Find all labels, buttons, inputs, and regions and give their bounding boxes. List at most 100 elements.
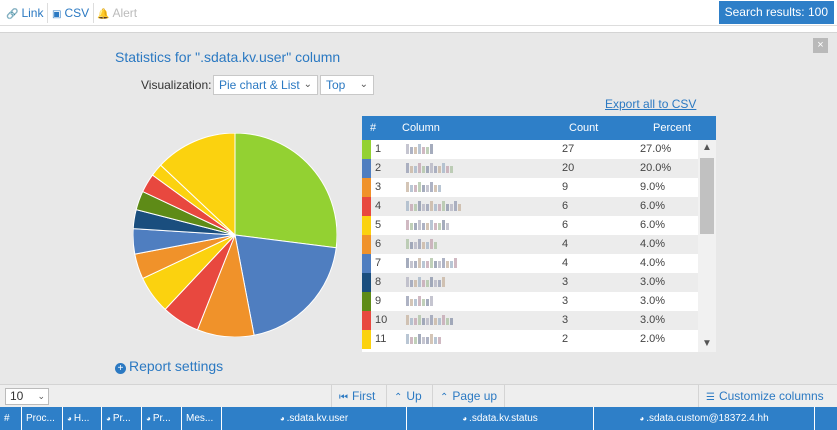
row-percent: 2.0% <box>640 333 666 345</box>
col-sdata-custom[interactable]: ◕ .sdata.custom@18372.4.hh <box>594 407 815 430</box>
row-index: 2 <box>375 162 382 174</box>
table-row[interactable]: 4 6 6.0% <box>362 197 698 216</box>
redacted-value <box>406 239 438 249</box>
table-row[interactable]: 10 3 3.0% <box>362 311 698 330</box>
header-count: Count <box>569 122 599 134</box>
header-column: Column <box>402 122 440 134</box>
pie-icon: ◕ <box>639 414 645 423</box>
pie-slice[interactable] <box>234 133 337 249</box>
row-index: 10 <box>375 314 388 326</box>
page-size-select[interactable]: 10 ⌄ <box>5 388 49 405</box>
report-settings-label: Report settings <box>129 358 224 374</box>
row-count: 27 <box>562 143 575 155</box>
scroll-thumb[interactable] <box>700 158 714 234</box>
legend-swatch <box>362 140 371 159</box>
pie-icon: ◕ <box>279 414 285 423</box>
header-index: # <box>370 122 377 134</box>
chevron-down-icon: ⌄ <box>37 391 45 401</box>
customize-columns-button[interactable]: ☰ Customize columns <box>698 385 831 408</box>
results-column-header: # Proc... ◕ H... ◕ Pr... ◕ Pr... Mes... ◕ .s… <box>0 407 837 430</box>
table-row[interactable]: 11 2 2.0% <box>362 330 698 349</box>
redacted-value <box>406 315 454 325</box>
row-index: 3 <box>375 181 382 193</box>
csv-button[interactable]: ▣ CSV <box>48 3 95 23</box>
report-settings-link[interactable]: + Report settings <box>115 358 223 374</box>
col-index[interactable]: # <box>0 407 22 430</box>
row-count: 3 <box>562 295 569 307</box>
legend-swatch <box>362 330 371 349</box>
legend-swatch <box>362 254 371 273</box>
table-scrollbar[interactable]: ▲ ▼ <box>698 140 716 352</box>
top-toolbar: 🔗 Link ▣ CSV 🔔 Alert Search results: 100 <box>0 0 837 26</box>
table-row[interactable]: 3 9 9.0% <box>362 178 698 197</box>
table-row[interactable]: 5 6 6.0% <box>362 216 698 235</box>
scroll-down-icon[interactable]: ▼ <box>702 338 712 349</box>
row-index: 8 <box>375 276 382 288</box>
row-index: 6 <box>375 238 382 250</box>
col-label: .sdata.kv.user <box>286 413 349 424</box>
pie-slice[interactable] <box>234 234 337 336</box>
col-sdata-kv-user[interactable]: ◕ .sdata.kv.user <box>222 407 407 430</box>
row-percent: 3.0% <box>640 314 666 326</box>
visualization-select[interactable]: Pie chart & List ⌄ <box>213 75 318 95</box>
header-percent: Percent <box>653 122 691 134</box>
col-label: H... <box>73 413 90 424</box>
col-label: .sdata.kv.status <box>469 413 538 424</box>
row-index: 1 <box>375 143 382 155</box>
row-count: 6 <box>562 219 569 231</box>
double-chevron-up-icon: ⌃ <box>440 392 449 403</box>
redacted-value <box>406 144 434 154</box>
table-row[interactable]: 2 20 20.0% <box>362 159 698 178</box>
page-up-button[interactable]: ⌃ Page up <box>432 385 506 408</box>
row-count: 20 <box>562 162 575 174</box>
close-icon[interactable]: × <box>813 38 828 53</box>
table-row[interactable]: 8 3 3.0% <box>362 273 698 292</box>
row-percent: 3.0% <box>640 276 666 288</box>
table-row[interactable]: 9 3 3.0% <box>362 292 698 311</box>
row-count: 3 <box>562 314 569 326</box>
row-percent: 6.0% <box>640 219 666 231</box>
row-count: 9 <box>562 181 569 193</box>
col-pr1[interactable]: ◕ Pr... <box>102 407 142 430</box>
col-mes[interactable]: Mes... <box>182 407 222 430</box>
customize-label: Customize columns <box>718 389 824 403</box>
row-percent: 27.0% <box>640 143 672 155</box>
up-label: Up <box>406 389 422 403</box>
row-index: 5 <box>375 219 382 231</box>
scroll-up-icon[interactable]: ▲ <box>702 142 712 153</box>
alert-button[interactable]: 🔔 Alert <box>93 3 141 23</box>
col-proc[interactable]: Proc... <box>22 407 63 430</box>
row-percent: 9.0% <box>640 181 666 193</box>
col-label: Pr... <box>152 413 171 424</box>
redacted-value <box>406 258 458 268</box>
up-button[interactable]: ⌃ Up <box>386 385 429 408</box>
row-index: 4 <box>375 200 382 212</box>
pie-icon: ◕ <box>462 414 468 423</box>
link-button[interactable]: 🔗 Link <box>2 3 49 23</box>
table-row[interactable]: 1 27 27.0% <box>362 140 698 159</box>
order-select[interactable]: Top ⌄ <box>320 75 374 95</box>
redacted-value <box>406 220 450 230</box>
col-pr2[interactable]: ◕ Pr... <box>142 407 182 430</box>
first-page-button[interactable]: ⏮ First <box>331 385 382 408</box>
col-sdata-kv-status[interactable]: ◕ .sdata.kv.status <box>407 407 594 430</box>
pie-icon: ◕ <box>67 414 72 423</box>
stats-table: # Column Count Percent 1 27 27.0% 2 20 20.0% 3… <box>362 116 716 352</box>
pager-bar: 10 ⌄ ⏮ First ⌃ Up ⌃ Page up ☰ Customize colu… <box>0 384 837 408</box>
table-row[interactable]: 6 4 4.0% <box>362 235 698 254</box>
col-h[interactable]: ◕ H... <box>63 407 102 430</box>
pie-slice-other[interactable] <box>159 133 236 237</box>
table-row[interactable]: 7 4 4.0% <box>362 254 698 273</box>
legend-swatch <box>362 197 371 216</box>
row-count: 3 <box>562 276 569 288</box>
chevron-down-icon: ⌄ <box>303 79 312 90</box>
row-index: 11 <box>375 333 387 345</box>
export-csv-link[interactable]: Export all to CSV <box>605 97 697 111</box>
alert-label: Alert <box>112 6 138 20</box>
legend-swatch <box>362 178 371 197</box>
legend-swatch <box>362 292 371 311</box>
link-label: Link <box>21 6 44 20</box>
legend-swatch <box>362 273 371 292</box>
link-icon: 🔗 <box>6 9 19 20</box>
pie-icon: ◕ <box>146 414 151 423</box>
